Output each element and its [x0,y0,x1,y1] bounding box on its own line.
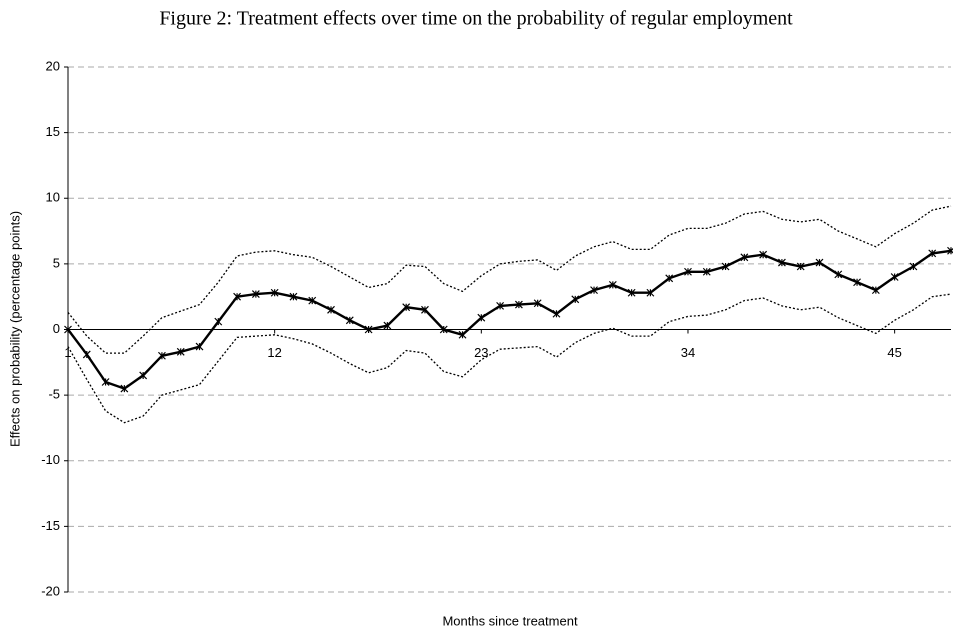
point-marker [477,313,486,322]
point-marker [590,286,598,295]
point-marker [364,325,373,334]
point-marker [214,317,223,326]
x-tick-label: 23 [474,345,488,360]
point-marker [853,278,861,287]
point-marker [890,273,899,281]
point-marker [552,309,561,318]
point-marker [571,295,580,304]
y-tick-label: 0 [53,321,60,336]
point-marker [533,299,542,308]
point-marker [120,384,129,393]
y-tick-label: -20 [41,583,60,598]
point-marker [871,286,880,295]
point-marker [796,262,805,271]
x-axis-title: Months since treatment [442,613,578,628]
y-tick-label: -15 [41,518,60,533]
point-marker [834,270,843,279]
point-marker [759,250,768,259]
y-tick-label: 20 [46,58,60,73]
y-tick-label: 15 [46,124,60,139]
point-marker [684,267,692,276]
point-marker [740,253,749,262]
point-marker [383,321,392,330]
point-marker [308,296,317,305]
chart-title: Figure 2: Treatment effects over time on… [159,8,793,30]
point-marker [327,305,335,314]
confidence-band-line [67,293,952,424]
point-marker [64,325,72,334]
confidence-band-line [67,205,952,354]
point-marker [458,330,467,339]
point-marker [421,305,429,314]
point-marker [928,249,937,258]
effect-line [67,249,952,390]
point-marker [270,288,279,297]
point-marker [702,267,711,276]
x-tick-label: 1 [64,345,71,360]
point-marker [402,303,411,312]
point-marker [289,292,298,301]
x-tick-label: 34 [681,345,695,360]
point-marker [251,290,260,298]
y-tick-label: 5 [53,255,60,270]
y-tick-label: -10 [41,452,60,467]
point-marker [721,262,730,271]
point-marker [176,347,185,356]
point-marker [514,300,523,309]
point-marker [608,280,617,289]
point-marker [947,246,953,255]
point-marker [195,342,204,351]
point-marker [627,288,636,297]
point-marker [158,351,166,360]
point-marker [233,292,242,301]
y-tick-label: 10 [46,190,60,205]
point-marker [101,378,110,386]
point-marker [439,325,448,334]
point-marker [909,262,918,271]
point-marker [82,350,91,359]
point-marker [496,301,505,310]
point-marker [139,371,148,380]
point-marker [777,258,786,267]
point-marker [815,258,824,267]
point-marker [345,316,354,325]
y-axis-title: Effects on probability (percentage point… [7,211,22,447]
x-tick-label: 45 [887,345,901,360]
x-tick-label: 12 [267,345,281,360]
y-tick-label: -5 [48,387,60,402]
point-marker [665,274,674,283]
point-marker [646,288,655,297]
